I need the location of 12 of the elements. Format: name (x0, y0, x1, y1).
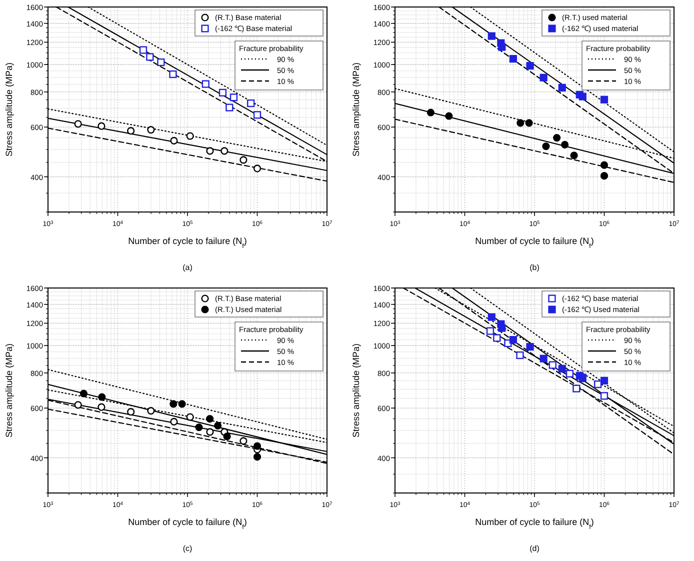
text: (a) (182, 263, 193, 272)
text: (c) (182, 544, 192, 553)
y-axis-title: Stress amplitude (MPa) (351, 343, 361, 438)
x-axis-title: Number of cycle to failure (N$_{f}$) (475, 517, 594, 530)
x-axis-title: Number of cycle to failure (N$_{f}$) (475, 236, 594, 250)
x-axis-title: Number of cycle to failure (N$_{f}$) (128, 517, 247, 530)
x-axis-title: Number of cycle to failure (N$_{f}$) (128, 236, 247, 250)
y-axis-title: Stress amplitude (MPa) (4, 62, 14, 157)
text: (b) (530, 263, 540, 272)
y-axis-title: Stress amplitude (MPa) (351, 62, 361, 157)
y-axis-title: Stress amplitude (MPa) (4, 343, 14, 438)
text: (d) (530, 544, 540, 553)
